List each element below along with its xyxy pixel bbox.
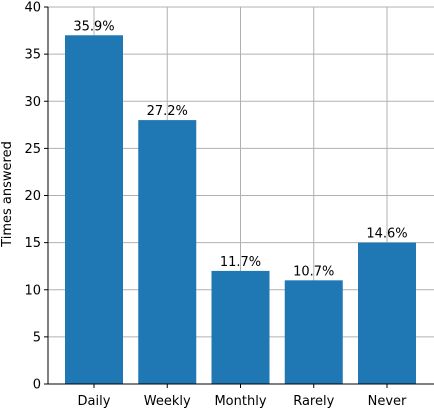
tick-labels: 0 5 10 15 20 25 30 35 40 Daily Weekly Monthly Rarely… [24,1,407,408]
bar-weekly [138,120,197,384]
data-label: 10.7% [293,264,334,279]
data-label: 35.9% [73,19,114,34]
y-tick-label: 15 [24,236,41,251]
y-tick-label: 0 [33,378,41,393]
bar-rarely [284,280,343,384]
data-label: 11.7% [220,255,261,270]
y-tick-label: 40 [24,1,41,16]
y-tick-label: 20 [24,189,41,204]
bars [65,35,416,385]
y-axis-label: Times answered [0,141,15,248]
y-tick-label: 35 [24,48,41,63]
y-tick-label: 25 [24,142,41,157]
bar-monthly [211,270,270,384]
x-tick-label: Rarely [293,394,334,408]
data-label: 14.6% [366,227,407,242]
axes [44,6,434,388]
y-tick-label: 30 [24,95,41,110]
x-tick-label: Never [368,394,407,408]
x-tick-label: Daily [78,394,111,408]
x-tick-label: Monthly [214,394,266,408]
y-tick-label: 10 [24,283,41,298]
data-label: 27.2% [147,104,188,119]
x-tick-label: Weekly [144,394,191,408]
y-tick-label: 5 [33,330,41,345]
bar-daily [65,35,123,385]
data-labels: 35.9% 27.2% 11.7% 10.7% 14.6% [73,19,407,279]
bar-never [358,242,416,384]
